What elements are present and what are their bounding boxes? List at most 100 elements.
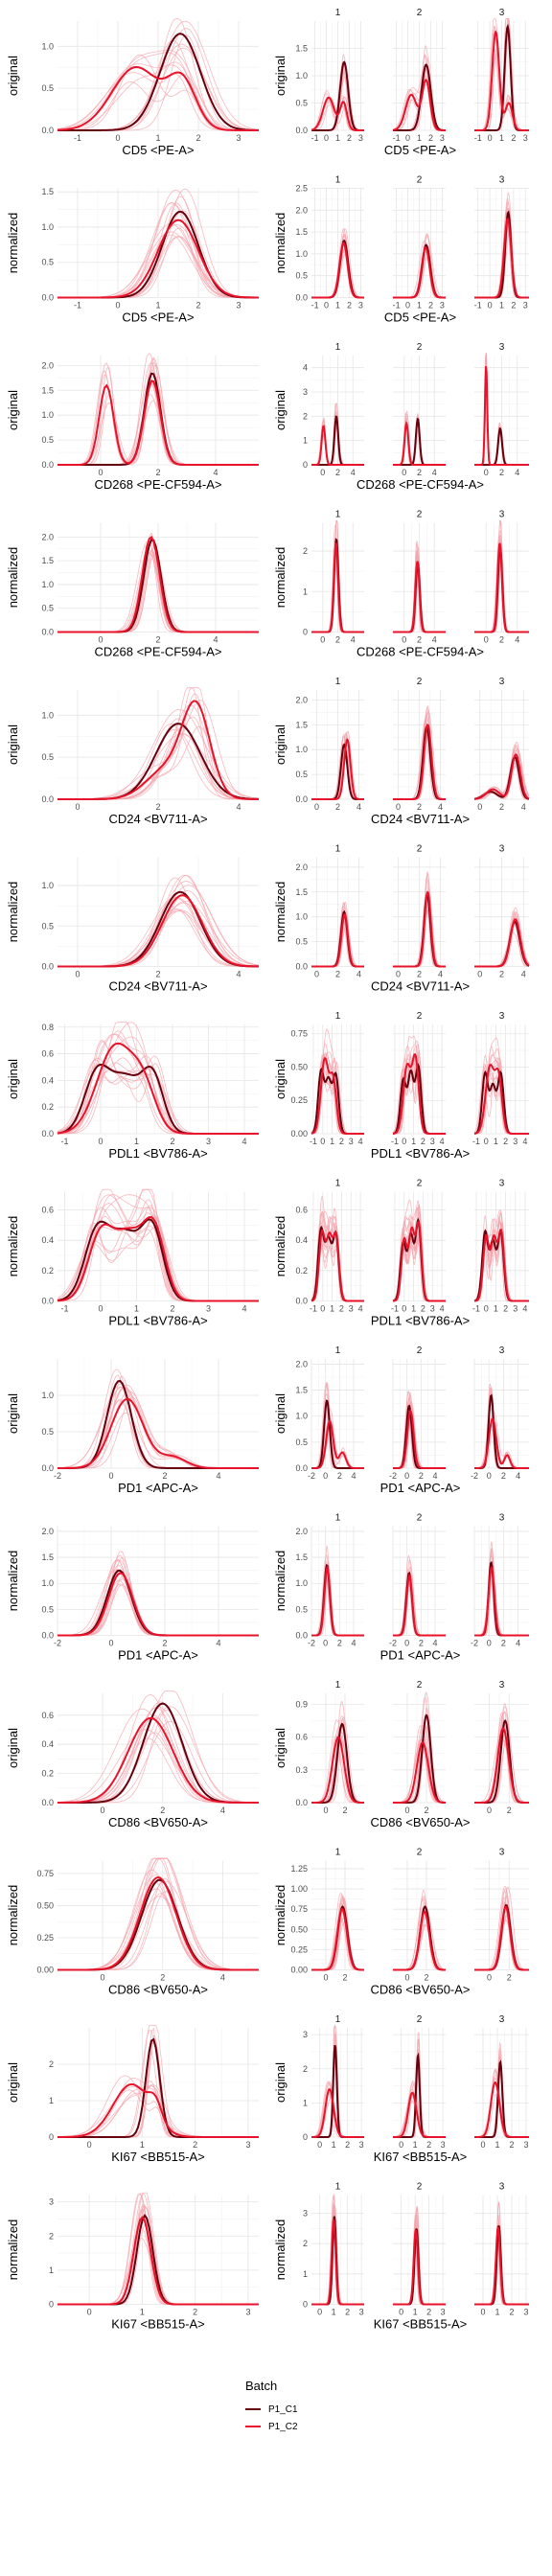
facet-y-tick-label: 3 [303,2030,308,2039]
facet-strip-label: 2 [417,1513,423,1524]
facet-2: 2-1 0 1 2 3 4 [391,1011,446,1146]
facet-x-tick-label: 1 [494,2140,499,2150]
pooled-y-tick-label: 0.4 [41,1739,54,1749]
pooled-x-tick-label: 2 [170,1137,174,1146]
y-axis-title: normalized [273,1216,288,1277]
facet-strip-label: 2 [417,8,423,18]
facet-x-tick-label: 4 [351,635,356,645]
pooled-curve-p1-c2 [58,700,259,800]
pooled-curve-p1-c2 [58,894,259,968]
pooled-y-tick-label: 2.0 [41,532,54,541]
pooled-x-tick-label: 4 [242,1304,246,1314]
facet-y-tick-label: 0.25 [290,1944,308,1954]
facet-y-tick-label: 1.5 [295,1386,308,1395]
y-axis-title: normalized [273,547,288,609]
pooled-x-tick-label: 0 [115,133,120,143]
facet-strip-label: 3 [499,2014,505,2025]
pooled-y-tick-label: 0.8 [41,1023,54,1032]
facet-y-tick-label: 0.9 [295,1699,308,1709]
facet-sample-curve [393,1577,446,1636]
facet-x-tick-label: 4 [522,1304,527,1314]
y-axis-title: original [6,56,20,96]
facet-x-tick-label: 3 [430,1137,435,1146]
facet-y-tick-label: 1.5 [295,1552,308,1562]
x-axis-title: PDL1 <BV786-A> [108,1314,207,1328]
facet-1: 1-1 0 1 2 30.00.51.01.5 [295,8,364,143]
pooled-sample-curve [57,1729,259,1804]
facet-sample-curve [474,1402,529,1469]
y-axis-title: original [273,2062,288,2103]
facet-y-tick-label: 1 [303,586,308,596]
facet-sample-curve [393,1393,446,1469]
pooled-x-tick-label: 2 [162,1471,167,1481]
facet-3: 30 1 2 3 [474,2182,529,2317]
facet-strip-label: 3 [499,510,505,520]
facet-x-tick-label: 4 [438,802,443,812]
facet-x-tick-label: 3 [440,301,445,310]
facet-y-tick-label: 0.4 [295,1235,308,1245]
pooled-x-tick-label: 0 [108,1639,113,1648]
x-axis-title: PD1 <APC-A> [118,1648,198,1663]
facet-sample-curve [393,1581,446,1636]
facet-x-tick-label: 4 [438,970,443,979]
pooled-x-tick-label: -1 [60,1304,68,1314]
facet-y-tick-label: 0.0 [295,794,308,804]
facet-curve-p1-c2 [474,217,529,299]
pooled-curve-p1-c2 [57,65,259,131]
facet-y-tick-label: 0 [303,2300,308,2310]
facet-y-tick-label: 0.00 [290,1966,308,1975]
facet-strip-label: 1 [335,175,341,186]
chart-row-9-pooled: -2 0 2 4 0.0 0.5 1.0 1.5 2.0 normalized PD1 <APC-A… [6,1526,259,1663]
facet-x-tick-label: 4 [351,1639,356,1648]
pooled-y-tick-label: 0.5 [41,1427,54,1437]
facet-x-tick-label: 0 [402,468,406,477]
x-axis-title: PD1 <APC-A> [118,1481,198,1495]
x-axis-title: CD24 <BV711-A> [371,979,470,994]
pooled-y-tick-label: 1.5 [41,187,54,196]
facet-x-tick-label: 0 [314,970,319,979]
pooled-y-tick-label: 0.5 [41,435,54,445]
facet-x-tick-label: 0 [487,1639,492,1648]
y-axis-title: normalized [6,213,20,274]
facet-x-tick-label: 0 [487,1973,492,1983]
facet-x-tick-label: 0 [324,133,329,143]
facet-x-tick-label: 2 [501,1471,506,1481]
facet-x-tick-label: 3 [358,133,363,143]
facet-x-tick-label: 0 [404,1973,409,1983]
facet-x-tick-label: -1 [393,301,401,310]
x-axis-title: CD5 <PE-A> [384,143,456,157]
facet-x-tick-label: 0 [404,1471,409,1481]
y-axis-title: original [6,1393,20,1434]
facet-x-tick-label: 2 [509,2308,514,2317]
facet-x-tick-label: 2 [428,133,433,143]
facet-sample-curve [393,1401,446,1469]
pooled-x-tick-label: 2 [160,1973,165,1983]
facet-strip-label: 3 [499,1179,505,1189]
x-axis-title: CD86 <BV650-A> [108,1815,208,1829]
facet-x-tick-label: 0 [314,802,319,812]
pooled-x-tick-label: 4 [220,1806,225,1815]
facet-sample-curve [474,1575,529,1636]
pooled-y-tick-label: 0.00 [36,1966,54,1975]
facet-y-tick-label: 2.0 [295,1527,308,1536]
pooled-sample-curve [57,1057,259,1135]
facet-1: 1 -2 0 2 4 0.0 0.5 1.0 1.5 2.0 [295,1513,364,1648]
facet-2: 2 0 2 [393,1848,447,1983]
pooled-sample-curve [58,1569,259,1636]
x-axis-title: CD5 <PE-A> [122,310,194,325]
facet-curve-p1-c2 [474,2082,529,2138]
facet-y-tick-label: 0.0 [295,1631,308,1641]
chart-row-7-by-sample: 1-1 0 1 2 3 40.00.20.40.62-1 0 1 2 3 43-1 0 1 2 3 4norm… [273,1179,529,1328]
facet-x-tick-label: 1 [499,301,504,310]
facet-curve-p1-c2 [474,1565,529,1637]
pooled-y-tick-label: 1.0 [41,1578,54,1588]
x-axis-title: KI67 <BB515-A> [374,2150,468,2164]
y-axis-title: original [273,1059,288,1099]
facet-x-tick-label: 3 [349,1304,354,1314]
chart-row-6-by-sample: 1-1 0 1 2 3 40.000.250.500.752-1 0 1 2 3 43-1 0 1 2 3 4… [273,1011,529,1161]
pooled-sample-curve [57,49,259,131]
pooled-sample-curve [58,1384,259,1469]
facet-2: 2-1 0 1 2 3 [393,8,447,143]
pooled-x-tick-label: 1 [134,1304,139,1314]
facet-curve-p1-c2 [393,1053,446,1135]
